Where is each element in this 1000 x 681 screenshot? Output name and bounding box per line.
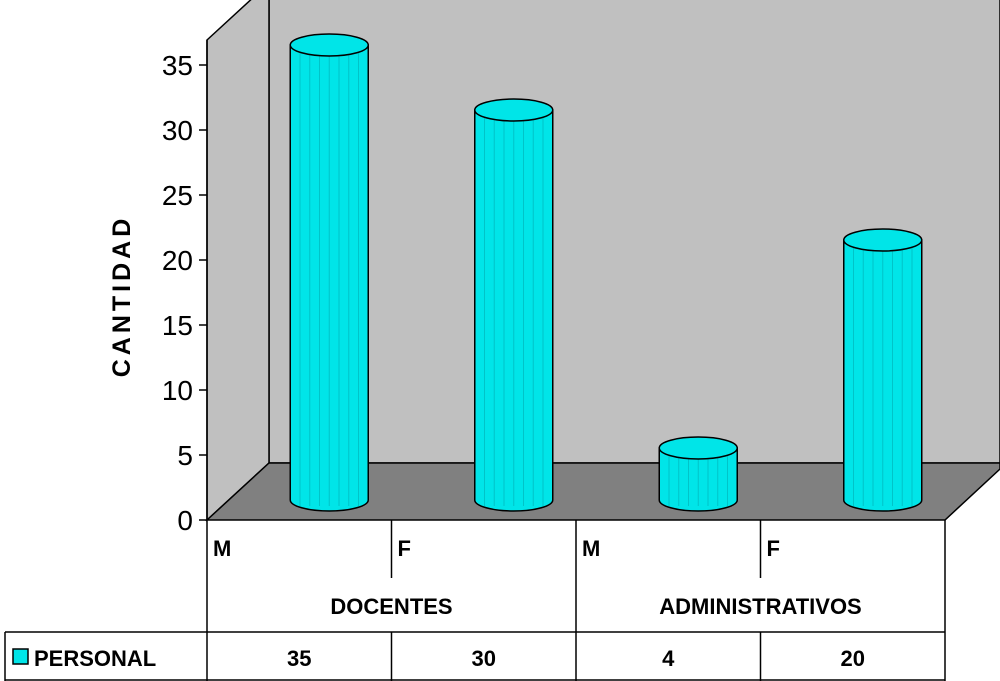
y-tick-label: 0 <box>177 505 193 536</box>
y-tick-label: 10 <box>162 375 193 406</box>
bar <box>474 98 554 512</box>
y-axis-label: CANTIDAD <box>108 215 136 378</box>
data-label: 35 <box>287 646 311 671</box>
legend-swatch <box>12 648 29 665</box>
category-label: M <box>213 536 231 561</box>
side-wall <box>206 0 270 522</box>
bar-top <box>289 33 369 57</box>
bar-top <box>474 98 554 122</box>
y-tick-label: 35 <box>162 50 193 81</box>
chart-floor <box>205 462 1000 521</box>
y-tick-label: 20 <box>162 245 193 276</box>
data-table: M F M F DOCENTES ADMINISTRATIVOS PERSONAL 35 30 4… <box>4 520 946 681</box>
y-tick-label: 15 <box>162 310 193 341</box>
y-tick-label: 5 <box>177 440 193 471</box>
y-tick-label: 25 <box>162 180 193 211</box>
bar-top <box>843 228 923 252</box>
bar <box>289 33 369 512</box>
category-label: F <box>767 536 780 561</box>
data-label: 20 <box>841 646 865 671</box>
group-label: DOCENTES <box>330 594 452 619</box>
chart-walls <box>205 0 1000 522</box>
data-label: 30 <box>472 646 496 671</box>
bar <box>843 228 923 512</box>
category-label: M <box>582 536 600 561</box>
legend-series-name: PERSONAL <box>34 646 156 671</box>
bars <box>289 33 923 512</box>
y-tick-label: 30 <box>162 115 193 146</box>
y-axis: 0 5 10 15 20 25 30 35 <box>162 40 208 536</box>
bar <box>658 436 738 512</box>
data-label: 4 <box>662 646 675 671</box>
category-label: F <box>398 536 411 561</box>
bar-top <box>658 436 738 460</box>
group-label: ADMINISTRATIVOS <box>659 594 861 619</box>
